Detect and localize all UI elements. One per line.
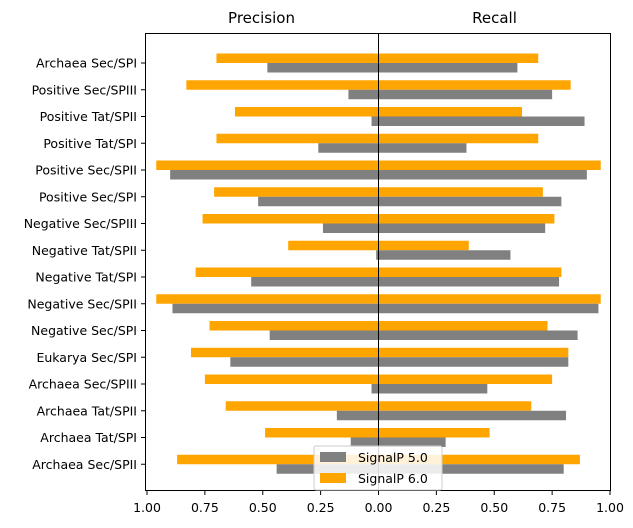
bar-precision-signalp6-archaea-sec-spi: [216, 53, 379, 63]
bar-precision-signalp6-eukarya-sec-spi: [190, 347, 379, 358]
bar-recall-signalp6-archaea-tat-spii: [378, 401, 532, 411]
bar-precision-signalp6-negative-sec-spii: [156, 294, 379, 304]
bar-precision-signalp6-archaea-tat-spii: [225, 401, 379, 411]
bar-precision-signalp5-positive-tat-spi: [318, 143, 379, 153]
bar-recall-signalp6-positive-tat-spii: [378, 107, 523, 117]
bar-recall-signalp6-positive-sec-spiii: [378, 80, 571, 90]
bar-recall-signalp5-positive-sec-spi: [378, 196, 562, 207]
bar-recall-signalp5-archaea-sec-spiii: [378, 384, 488, 394]
bar-precision-signalp5-positive-sec-spi: [258, 196, 379, 207]
bar-precision-signalp5-negative-tat-spii: [376, 250, 379, 260]
category-label-positive-sec-spi: Positive Sec/SPI: [39, 189, 137, 204]
precision-panel-title: Precision: [228, 9, 295, 27]
legend: SignalP 5.0 SignalP 6.0: [313, 445, 443, 491]
bar-recall-signalp6-archaea-sec-spiii: [378, 374, 553, 384]
bar-recall-signalp6-archaea-sec-spii: [378, 454, 580, 465]
x-tick-label: 0.50: [249, 500, 277, 515]
category-label-negative-sec-spiii: Negative Sec/SPIII: [24, 216, 137, 231]
category-label-positive-tat-spi: Positive Tat/SPI: [43, 136, 137, 151]
category-label-positive-sec-spii: Positive Sec/SPII: [35, 163, 137, 178]
category-label-archaea-sec-spii: Archaea Sec/SPII: [32, 457, 137, 472]
legend-swatch-signalp5: [320, 452, 346, 462]
bar-recall-signalp6-positive-sec-spi: [378, 187, 543, 197]
bar-precision-signalp5-archaea-tat-spii: [336, 410, 379, 421]
bar-recall-signalp6-negative-sec-spii: [378, 294, 601, 304]
category-label-archaea-tat-spi: Archaea Tat/SPI: [40, 430, 137, 445]
x-tick-label: 0.25: [307, 500, 335, 515]
bar-precision-signalp6-negative-sec-spiii: [202, 214, 379, 224]
bar-recall-signalp6-negative-sec-spiii: [378, 214, 555, 224]
bar-recall-signalp6-archaea-sec-spi: [378, 53, 539, 63]
bar-precision-signalp5-positive-sec-spiii: [348, 89, 379, 100]
bar-recall-signalp5-positive-tat-spi: [378, 143, 467, 153]
bar-recall-signalp6-negative-tat-spii: [378, 240, 469, 251]
bar-precision-signalp5-positive-tat-spii: [371, 116, 379, 126]
bar-recall-signalp6-negative-sec-spi: [378, 321, 548, 331]
x-tick-label: 0.50: [480, 500, 508, 515]
legend-swatch-signalp6: [320, 473, 346, 483]
legend-label-signalp5: SignalP 5.0: [358, 450, 428, 465]
bar-precision-signalp5-archaea-tat-spi: [350, 437, 379, 447]
bars-layer: [156, 53, 601, 474]
bar-recall-signalp6-positive-sec-spii: [378, 160, 601, 170]
bar-recall-signalp6-negative-tat-spi: [378, 267, 562, 277]
bar-precision-signalp6-archaea-tat-spi: [265, 428, 379, 438]
bar-precision-signalp5-negative-sec-spiii: [322, 223, 379, 233]
legend-label-signalp6: SignalP 6.0: [358, 471, 428, 486]
bar-recall-signalp5-negative-sec-spii: [378, 303, 599, 314]
bar-recall-signalp5-positive-tat-spii: [378, 116, 585, 126]
bar-recall-signalp5-archaea-sec-spii: [378, 464, 564, 474]
bar-recall-signalp5-eukarya-sec-spi: [378, 357, 569, 367]
x-tick-label: 0.00: [365, 500, 393, 515]
bar-precision-signalp6-negative-tat-spii: [288, 240, 379, 251]
bar-recall-signalp5-negative-tat-spii: [378, 250, 511, 260]
bar-precision-signalp5-archaea-sec-spiii: [371, 384, 379, 394]
bar-recall-signalp5-negative-sec-spi: [378, 330, 578, 340]
bar-recall-signalp5-positive-sec-spiii: [378, 89, 553, 100]
bar-precision-signalp6-positive-sec-spii: [156, 160, 379, 170]
bar-recall-signalp6-positive-tat-spi: [378, 133, 539, 144]
category-label-archaea-tat-spii: Archaea Tat/SPII: [37, 403, 137, 418]
x-tick-label: 1.00: [133, 500, 161, 515]
bar-recall-signalp6-eukarya-sec-spi: [378, 347, 569, 358]
category-label-negative-tat-spii: Negative Tat/SPII: [32, 243, 137, 258]
category-labels: Archaea Sec/SPI Positive Sec/SPIII Positiv…: [24, 56, 146, 472]
category-label-negative-tat-spi: Negative Tat/SPI: [35, 270, 137, 285]
bar-precision-signalp5-negative-sec-spii: [172, 303, 379, 314]
bar-precision-signalp5-negative-sec-spi: [269, 330, 379, 340]
bar-recall-signalp5-positive-sec-spii: [378, 170, 587, 180]
category-label-positive-sec-spiii: Positive Sec/SPIII: [32, 82, 137, 97]
bar-recall-signalp5-archaea-tat-spi: [378, 437, 446, 447]
category-label-negative-sec-spi: Negative Sec/SPI: [31, 323, 137, 338]
bar-precision-signalp6-positive-tat-spi: [216, 133, 379, 144]
bar-precision-signalp6-archaea-sec-spii: [177, 454, 379, 465]
category-label-negative-sec-spii: Negative Sec/SPII: [27, 296, 137, 311]
bar-precision-signalp6-negative-sec-spi: [209, 321, 379, 331]
x-tick-label: 0.25: [422, 500, 450, 515]
category-label-eukarya-sec-spi: Eukarya Sec/SPI: [36, 350, 137, 365]
bar-recall-signalp5-negative-tat-spi: [378, 277, 560, 287]
bar-precision-signalp5-negative-tat-spi: [251, 277, 379, 287]
bar-precision-signalp6-positive-sec-spi: [214, 187, 379, 197]
bar-precision-signalp6-archaea-sec-spiii: [204, 374, 379, 384]
x-tick-label: 0.75: [538, 500, 566, 515]
bar-precision-signalp5-positive-sec-spii: [170, 170, 379, 180]
bar-precision-signalp5-archaea-sec-spi: [267, 63, 379, 73]
bar-recall-signalp5-negative-sec-spiii: [378, 223, 546, 233]
bar-recall-signalp6-archaea-tat-spi: [378, 428, 490, 438]
bar-precision-signalp5-eukarya-sec-spi: [230, 357, 379, 367]
category-label-archaea-sec-spiii: Archaea Sec/SPIII: [29, 377, 137, 392]
bar-recall-signalp5-archaea-tat-spii: [378, 410, 567, 421]
bar-precision-signalp6-positive-sec-spiii: [186, 80, 379, 90]
category-label-archaea-sec-spi: Archaea Sec/SPI: [36, 56, 137, 71]
category-label-positive-tat-spii: Positive Tat/SPII: [40, 109, 137, 124]
recall-panel-title: Recall: [472, 9, 517, 27]
bar-precision-signalp6-negative-tat-spi: [195, 267, 379, 277]
bar-recall-signalp5-archaea-sec-spi: [378, 63, 518, 73]
x-tick-label: 1.00: [596, 500, 624, 515]
x-axis-ticks: 1.00 0.75 0.50 0.25 0.00 0.25 0.50 0.75 1.00: [133, 490, 624, 515]
x-tick-label: 0.75: [191, 500, 219, 515]
bar-precision-signalp6-positive-tat-spii: [234, 107, 379, 117]
